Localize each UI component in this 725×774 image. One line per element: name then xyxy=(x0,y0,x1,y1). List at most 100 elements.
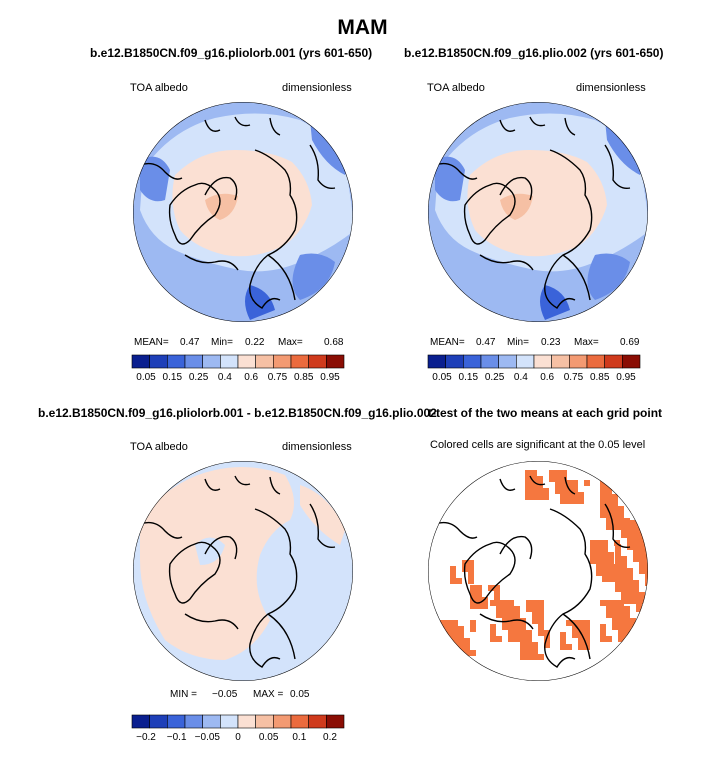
panel-3-pos-patch-north xyxy=(300,485,345,545)
significant-cell xyxy=(651,550,657,556)
significant-cell xyxy=(615,556,621,562)
significant-cell xyxy=(490,636,496,642)
significant-cell xyxy=(633,592,639,598)
significant-cell xyxy=(642,524,648,530)
significant-cell xyxy=(633,556,639,562)
significant-cell xyxy=(651,586,657,592)
significant-cell xyxy=(657,586,663,592)
significant-cell xyxy=(584,626,590,632)
significant-cell xyxy=(636,500,642,506)
significant-cell xyxy=(651,568,657,574)
significant-cell xyxy=(555,476,561,482)
significant-cell xyxy=(654,488,660,494)
panel-1-max-value: 0.68 xyxy=(324,337,344,348)
significant-cell xyxy=(630,494,636,500)
significant-cell xyxy=(600,500,606,506)
significant-cell xyxy=(494,585,500,591)
colorbar-tick-label: 0.75 xyxy=(268,372,288,383)
significant-cell xyxy=(468,566,474,572)
significant-cell xyxy=(496,636,502,642)
significant-cell xyxy=(502,624,508,630)
significant-cell xyxy=(584,638,590,644)
significant-cell xyxy=(657,526,663,532)
significant-cell xyxy=(464,644,470,650)
significant-cell xyxy=(624,630,630,636)
significant-cell xyxy=(502,600,508,606)
colorbar-swatch xyxy=(604,354,623,369)
significant-cell xyxy=(508,636,514,642)
significant-cell xyxy=(538,600,544,606)
significant-cell xyxy=(612,512,618,518)
significant-cell xyxy=(578,626,584,632)
significant-cell xyxy=(636,488,642,494)
significant-cell xyxy=(555,482,561,488)
colorbar-swatch xyxy=(167,354,186,369)
panel-1-dark-blue-patch xyxy=(245,285,275,320)
significant-cell xyxy=(651,592,657,598)
significant-cell xyxy=(526,636,532,642)
significant-cell xyxy=(606,636,612,642)
significant-cell xyxy=(618,606,624,612)
significant-cell xyxy=(633,538,639,544)
significant-cell xyxy=(633,586,639,592)
panel-4-significant-cells xyxy=(440,470,663,660)
significant-cell xyxy=(600,488,606,494)
significant-cell xyxy=(560,632,566,638)
significant-cell xyxy=(612,494,618,500)
significant-cell xyxy=(520,630,526,636)
panel-1-map xyxy=(133,102,353,322)
significant-cell xyxy=(538,606,544,612)
significant-cell xyxy=(654,482,660,488)
significant-cell xyxy=(657,598,663,604)
significant-cell xyxy=(624,470,630,476)
significant-cell xyxy=(578,632,584,638)
colorbar-swatch xyxy=(255,354,274,369)
significant-cell xyxy=(566,498,572,504)
significant-cell xyxy=(496,612,502,618)
panel-1-max-label: Max= xyxy=(278,337,303,348)
panel-3-max-label: MAX = xyxy=(253,689,284,700)
significant-cell xyxy=(627,580,633,586)
significant-cell xyxy=(470,626,476,632)
colorbar-swatch xyxy=(273,354,292,369)
colorbar-swatch xyxy=(237,714,256,729)
significant-cell xyxy=(502,606,508,612)
significant-cell xyxy=(639,556,645,562)
significant-cell xyxy=(578,492,584,498)
significant-cell xyxy=(642,506,648,512)
significant-cell xyxy=(618,618,624,624)
significant-cell xyxy=(618,470,624,476)
significant-cell xyxy=(566,480,572,486)
significant-cell xyxy=(532,654,538,660)
panel-2-blue-patch-east xyxy=(587,253,630,300)
significant-cell xyxy=(630,630,636,636)
significant-cell xyxy=(450,572,456,578)
colorbar-swatch xyxy=(326,714,345,729)
significant-cell xyxy=(618,612,624,618)
significant-cell xyxy=(615,550,621,556)
panel-2-right-label: dimensionless xyxy=(576,82,646,94)
significant-cell xyxy=(566,620,572,626)
significant-cell xyxy=(532,648,538,654)
panel-1-left-label: TOA albedo xyxy=(130,82,188,94)
colorbar-swatch xyxy=(463,354,482,369)
panel-1-blue-patch-east xyxy=(292,253,335,300)
colorbar-tick-label: 0.6 xyxy=(244,372,258,383)
significant-cell xyxy=(639,526,645,532)
colorbar-swatch xyxy=(202,354,221,369)
significant-cell xyxy=(458,638,464,644)
significant-cell xyxy=(624,624,630,630)
significant-cell xyxy=(633,550,639,556)
significant-cell xyxy=(561,476,567,482)
significant-cell xyxy=(526,642,532,648)
significant-cell xyxy=(590,558,596,564)
significant-cell xyxy=(538,630,544,636)
significant-cell xyxy=(621,532,627,538)
colorbar-swatch xyxy=(516,354,535,369)
significant-cell xyxy=(615,544,621,550)
significant-cell xyxy=(645,562,648,568)
significant-cell xyxy=(621,568,627,574)
significant-cell xyxy=(458,644,464,650)
significant-cell xyxy=(555,488,561,494)
significant-cell xyxy=(490,600,496,606)
